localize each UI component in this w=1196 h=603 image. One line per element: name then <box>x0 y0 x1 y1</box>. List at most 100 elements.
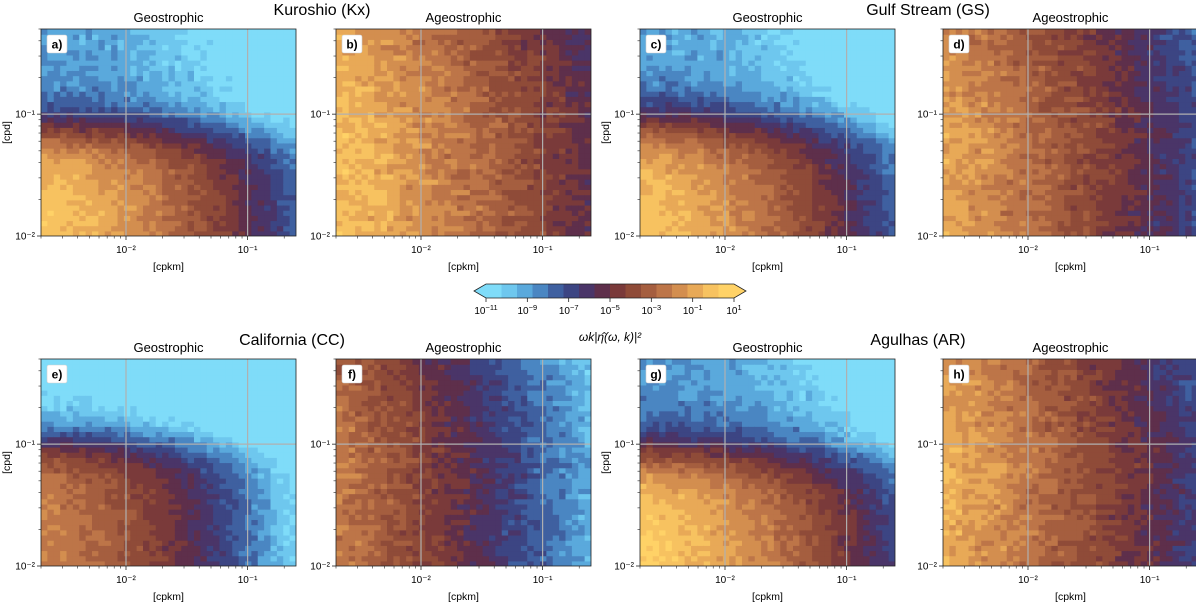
field-cell <box>863 116 871 123</box>
field-cell <box>136 230 144 236</box>
field-cell <box>355 210 363 216</box>
field-cell <box>155 153 163 159</box>
field-cell <box>489 75 496 82</box>
field-cell <box>761 91 769 97</box>
field-cell <box>251 173 259 180</box>
field-cell <box>111 116 119 123</box>
field-cell <box>168 137 176 144</box>
field-cell <box>875 230 883 236</box>
field-cell <box>559 39 567 46</box>
field-cell <box>856 96 864 103</box>
field-cell <box>786 148 794 154</box>
field-cell <box>501 153 509 159</box>
field-cell <box>225 210 233 216</box>
field-cell <box>98 194 106 201</box>
field-cell <box>387 60 394 66</box>
field-cell <box>111 65 119 71</box>
field-cell <box>270 91 278 97</box>
field-cell <box>213 70 221 77</box>
field-cell <box>245 122 252 128</box>
field-cell <box>571 179 579 185</box>
field-cell <box>469 101 477 108</box>
field-cell <box>565 199 573 206</box>
field-cell <box>888 49 895 56</box>
field-cell <box>66 70 74 77</box>
field-cell <box>722 80 730 87</box>
field-cell <box>678 54 686 61</box>
field-cell <box>104 106 112 113</box>
field-cell <box>527 96 535 103</box>
field-cell <box>444 220 452 227</box>
field-cell <box>578 65 586 71</box>
field-cell <box>501 194 509 201</box>
field-cell <box>489 225 496 232</box>
field-cell <box>399 163 407 170</box>
field-cell <box>684 184 692 191</box>
field-cell <box>162 75 170 82</box>
field-cell <box>187 39 195 46</box>
x-axis-label: [cpkm] <box>448 261 479 273</box>
field-cell <box>225 34 233 40</box>
field-cell <box>289 184 296 191</box>
field-cell <box>355 184 363 191</box>
field-cell <box>245 158 252 165</box>
field-cell <box>117 106 125 113</box>
field-cell <box>380 220 388 227</box>
field-cell <box>863 230 871 236</box>
field-cell <box>773 132 781 139</box>
field-cell <box>53 215 61 222</box>
field-cell <box>540 225 547 232</box>
field-cell <box>584 158 591 165</box>
field-cell <box>336 148 343 154</box>
field-cell <box>729 60 737 66</box>
field-cell <box>691 116 698 123</box>
x-tick-label: 10⁻¹ <box>533 245 553 256</box>
field-cell <box>571 91 579 97</box>
field-cell <box>799 215 807 222</box>
field-cell <box>374 132 382 139</box>
field-cell <box>225 184 233 191</box>
field-cell <box>219 179 227 185</box>
field-cell <box>856 173 864 180</box>
field-cell <box>187 49 195 56</box>
field-cell <box>469 189 477 196</box>
field-cell <box>367 127 375 134</box>
field-cell <box>729 44 737 51</box>
field-cell <box>761 116 769 123</box>
field-cell <box>374 70 382 77</box>
field-cell <box>869 96 877 103</box>
field-cell <box>463 163 471 170</box>
field-cell <box>66 148 74 154</box>
field-cell <box>863 122 871 128</box>
field-cell <box>276 225 284 232</box>
field-cell <box>47 75 55 82</box>
field-cell <box>238 65 246 71</box>
field-cell <box>716 116 724 123</box>
field-cell <box>181 122 189 128</box>
field-cell <box>257 210 265 216</box>
field-cell <box>735 179 743 185</box>
field-cell <box>187 80 195 87</box>
field-cell <box>710 44 718 51</box>
field-cell <box>213 204 221 211</box>
field-cell <box>53 80 61 87</box>
field-cell <box>748 215 756 222</box>
field-cell <box>219 148 227 154</box>
field-cell <box>219 153 227 159</box>
field-cell <box>92 189 99 196</box>
field-cell <box>761 127 769 134</box>
field-cell <box>540 184 547 191</box>
field-cell <box>276 127 284 134</box>
field-cell <box>831 230 839 236</box>
field-cell <box>374 91 382 97</box>
field-cell <box>450 75 458 82</box>
field-cell <box>450 34 458 40</box>
field-cell <box>671 34 679 40</box>
field-cell <box>348 106 356 113</box>
field-cell <box>482 122 490 128</box>
field-cell <box>691 173 698 180</box>
field-cell <box>53 91 61 97</box>
field-cell <box>495 60 503 66</box>
field-cell <box>336 96 343 103</box>
field-cell <box>943 91 950 97</box>
